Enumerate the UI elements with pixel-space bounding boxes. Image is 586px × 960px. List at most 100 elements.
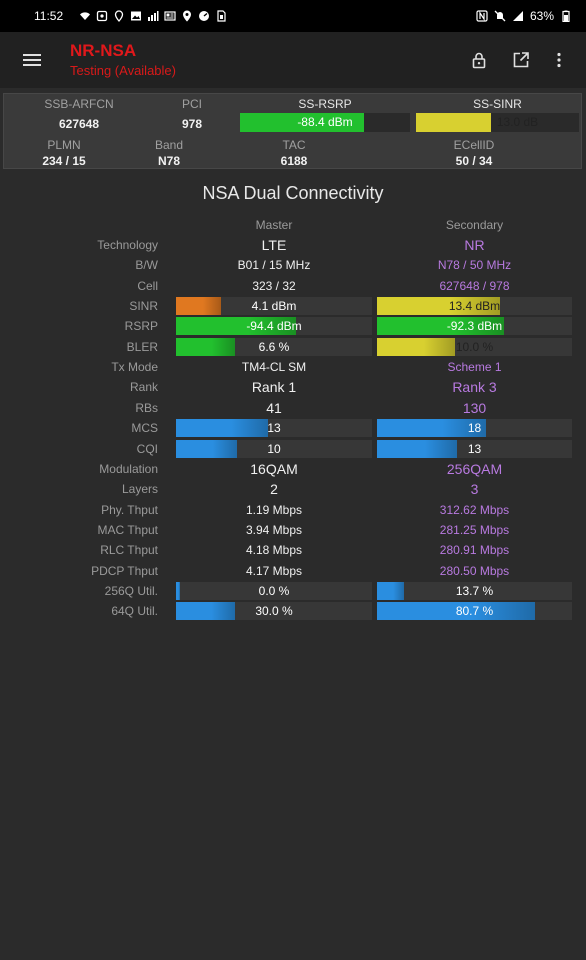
master-bar: 4.1 dBm (176, 297, 372, 316)
secondary-bar-fill (377, 337, 455, 356)
secondary-bar: 13.4 dBm (377, 297, 572, 316)
secondary-bar: 18 (377, 419, 572, 438)
ecellid-label: ECellID (453, 138, 495, 152)
master-bar-fill (176, 419, 269, 438)
secondary-value: 13 (467, 441, 482, 456)
section-title: NSA Dual Connectivity (202, 183, 384, 203)
row-label: BLER (126, 339, 158, 354)
plmn-label: PLMN (47, 138, 81, 152)
secondary-bar-fill (377, 317, 504, 336)
signal-5g-icon (512, 10, 524, 22)
secondary-bar-fill (377, 439, 457, 458)
tac-label: TAC (282, 138, 306, 152)
master-bar-fill (176, 317, 296, 336)
row-label: PDCP Thput (91, 563, 158, 578)
menu-button[interactable] (0, 32, 64, 88)
secondary-bar-fill (377, 581, 405, 600)
ss-sinr-value: 13.0 dB (496, 115, 539, 129)
master-value: -94.4 dBm (246, 319, 302, 334)
row-label: Technology (97, 238, 158, 252)
row-label: Modulation (99, 461, 158, 476)
row-label: Cell (137, 278, 158, 293)
row-label: Rank (129, 380, 158, 395)
master-value: B01 / 15 MHz (237, 258, 311, 273)
nfc-n-icon (476, 10, 488, 22)
ssb-arfcn-label: SSB-ARFCN (44, 97, 114, 111)
pci-label: PCI (181, 97, 202, 111)
hamburger-menu-icon (23, 54, 41, 66)
pci-value: 978 (181, 117, 203, 131)
master-value: Rank 1 (251, 379, 297, 396)
master-bar-fill (176, 602, 235, 621)
master-value: 1.19 Mbps (245, 502, 303, 517)
row-label: MCS (131, 421, 158, 436)
secondary-bar-fill (377, 297, 500, 316)
table-row: 64Q Util. 30.0 % 80.7 % (0, 601, 586, 621)
secondary-value: 3 (470, 481, 479, 498)
overflow-menu-button[interactable] (542, 32, 576, 88)
ss-sinr-bar: 13.0 dB (416, 113, 579, 132)
secondary-value: 13.7 % (455, 583, 494, 598)
row-label: RSRP (124, 319, 158, 334)
plmn-value: 234 / 15 (42, 154, 86, 168)
battery-percent: 63% (529, 9, 554, 23)
table-row: B/W B01 / 15 MHz N78 / 50 MHz (0, 255, 586, 275)
lock-icon (472, 52, 486, 69)
table-row: Modulation 16QAM 256QAM (0, 459, 586, 479)
table-row: RBs 41 130 (0, 398, 586, 418)
status-bar: 11:52 (0, 0, 586, 32)
row-label: RLC Thput (100, 543, 158, 558)
master-value: 323 / 32 (252, 278, 296, 293)
map-pin-icon (181, 10, 193, 22)
image-icon (130, 10, 142, 22)
secondary-value: NR (464, 237, 485, 253)
ss-rsrp-label: SS-RSRP (298, 97, 352, 111)
table-row: Phy. Thput 1.19 Mbps 312.62 Mbps (0, 500, 586, 520)
master-value: 10 (267, 441, 281, 456)
master-bar-fill (176, 439, 237, 458)
table-row: 256Q Util. 0.0 % 13.7 % (0, 581, 586, 601)
master-value: 13 (267, 421, 281, 436)
open-external-button[interactable] (500, 32, 542, 88)
ssb-arfcn-value: 627648 (58, 117, 100, 131)
master-value: 6.6 % (258, 339, 290, 354)
news-icon (164, 10, 176, 22)
ss-rsrp-bar: -88.4 dBm (240, 113, 410, 132)
secondary-value: 18 (467, 421, 482, 436)
master-value: 0.0 % (258, 583, 290, 598)
secondary-bar: 80.7 % (377, 602, 572, 621)
more-vertical-icon (557, 52, 561, 68)
location-icon (113, 10, 125, 22)
secondary-value: 256QAM (446, 460, 503, 477)
table-row: MCS 13 18 (0, 418, 586, 438)
table-row: MAC Thput 3.94 Mbps 281.25 Mbps (0, 520, 586, 540)
lock-button[interactable] (458, 32, 500, 88)
secondary-value: 13.4 dBm (448, 299, 501, 314)
master-bar: 0.0 % (176, 581, 372, 600)
master-bar-fill (176, 581, 180, 600)
table-row: Technology LTE NR (0, 235, 586, 255)
master-bar: 10 (176, 439, 372, 458)
master-value: 3.94 Mbps (245, 522, 303, 537)
secondary-bar-fill (377, 419, 487, 438)
row-label: 64Q Util. (111, 604, 158, 619)
row-label: B/W (135, 258, 158, 273)
table-row: Layers 2 3 (0, 479, 586, 499)
battery-icon (560, 10, 572, 22)
secondary-bar: -92.3 dBm (377, 317, 572, 336)
secondary-value: N78 / 50 MHz (437, 258, 512, 273)
table-row: PDCP Thput 4.17 Mbps 280.50 Mbps (0, 561, 586, 581)
row-label: SINR (129, 299, 158, 314)
secondary-value: 80.7 % (455, 604, 494, 619)
row-label: Tx Mode (111, 360, 158, 375)
master-value: 2 (270, 481, 278, 498)
master-value: 16QAM (250, 460, 298, 477)
secondary-bar: 10.0 % (377, 337, 572, 356)
app-subtitle: Testing (Available) (70, 63, 176, 78)
table-row: Cell 323 / 32 627648 / 978 (0, 276, 586, 296)
band-cell: Band N78 (134, 138, 204, 168)
secondary-value: 10.0 % (455, 339, 494, 354)
serving-cell-panel: SSB-ARFCN 627648 PCI 978 SS-RSRP -88.4 d… (3, 93, 582, 169)
app-bar: NR-NSA Testing (Available) (0, 32, 586, 88)
ss-sinr-bar-fill (416, 113, 491, 132)
